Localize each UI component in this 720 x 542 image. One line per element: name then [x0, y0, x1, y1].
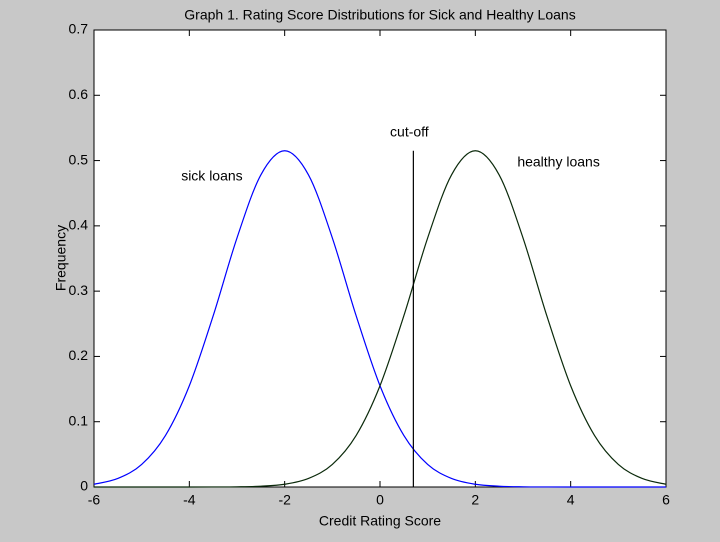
y-tick-label: 0.6 — [69, 86, 89, 102]
y-tick-label: 0.2 — [69, 347, 89, 363]
x-tick-label: -4 — [183, 492, 196, 508]
x-axis-label: Credit Rating Score — [319, 513, 441, 529]
chart-title: Graph 1. Rating Score Distributions for … — [184, 7, 575, 23]
y-axis-label: Frequency — [53, 225, 69, 291]
y-tick-label: 0.7 — [69, 21, 89, 37]
x-tick-label: 0 — [376, 492, 384, 508]
x-tick-label: 4 — [567, 492, 575, 508]
y-tick-label: 0.5 — [69, 151, 89, 167]
series-label: sick loans — [181, 167, 242, 183]
cutoff-label: cut-off — [390, 123, 429, 139]
series-line — [93, 150, 667, 488]
x-tick-label: -2 — [278, 492, 291, 508]
y-tick-label: 0.4 — [69, 217, 89, 233]
y-tick-label: 0.1 — [69, 412, 89, 428]
series-line — [93, 150, 667, 488]
x-tick-label: 6 — [662, 492, 670, 508]
x-tick-label: -6 — [88, 492, 101, 508]
x-tick-label: 2 — [471, 492, 479, 508]
y-tick-label: 0 — [80, 478, 88, 494]
y-tick-label: 0.3 — [69, 282, 89, 298]
plot-area — [93, 29, 667, 488]
series-label: healthy loans — [517, 153, 600, 169]
